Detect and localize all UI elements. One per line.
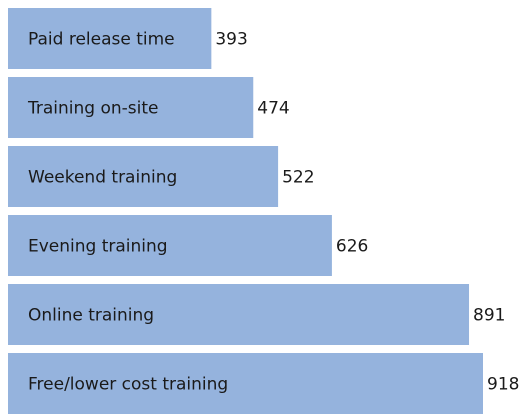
bar-label: Weekend training — [28, 168, 177, 188]
value-label: 474 — [257, 99, 289, 119]
bar — [8, 353, 483, 414]
value-label: 891 — [473, 306, 505, 326]
value-label: 918 — [487, 375, 519, 395]
bar-label: Paid release time — [28, 30, 175, 50]
bar-label: Training on-site — [27, 99, 159, 119]
bar-label: Evening training — [28, 237, 168, 257]
value-label: 626 — [336, 237, 368, 257]
bar — [8, 77, 254, 138]
bar — [8, 8, 212, 69]
value-label: 393 — [215, 30, 247, 50]
bar — [8, 284, 470, 345]
bar — [8, 215, 332, 276]
bar-label: Online training — [28, 306, 154, 326]
bar-label: Free/lower cost training — [28, 375, 228, 395]
bar — [8, 146, 279, 207]
value-label: 522 — [282, 168, 314, 188]
